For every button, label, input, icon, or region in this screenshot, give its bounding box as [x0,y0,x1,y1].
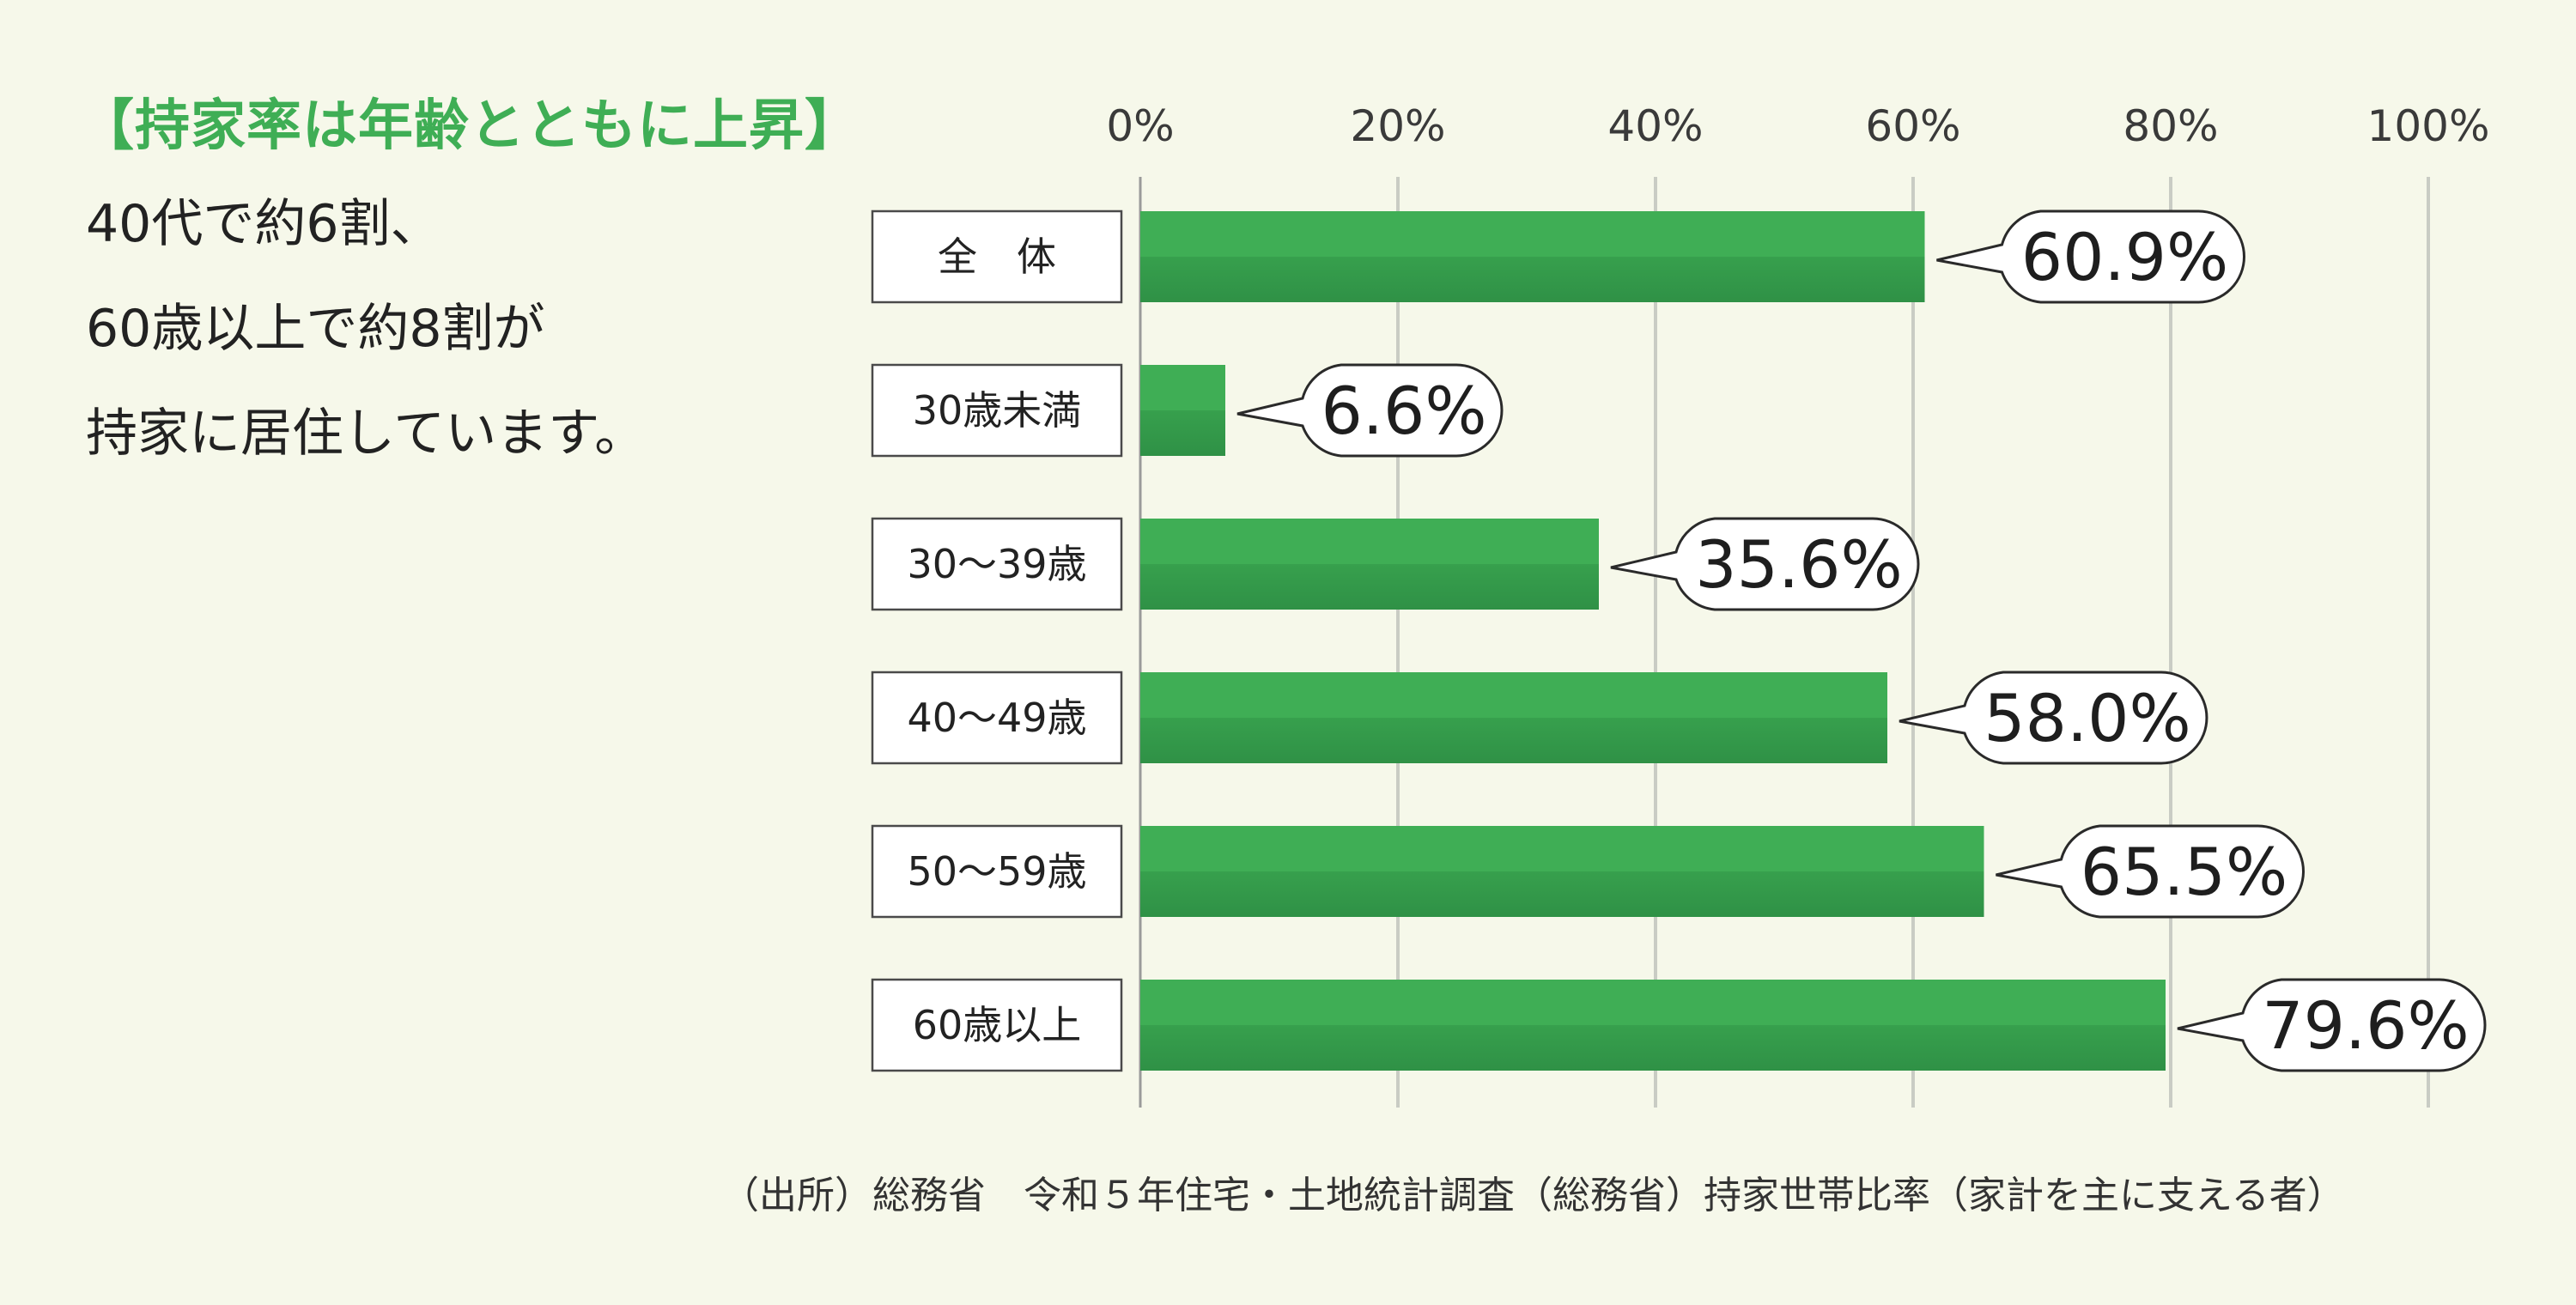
value-callout [2177,978,2487,1072]
bar-rows: 全 体 60.9% 30歳未満 6.6% 30～39歳 35.6% 40～49歳 58.0% 5… [871,209,2487,1072]
gridlines [1139,177,2430,1108]
category-label-box [871,671,1123,765]
value-callout [1610,517,1920,611]
category-label: 50～59歳 [907,848,1086,895]
value-callout [1936,209,2245,304]
category-label: 30歳未満 [913,387,1082,434]
chart-headline: 【持家率は年齢とともに上昇】 [79,94,860,158]
bar [1140,672,1887,763]
lead-line-3: 持家に居住しています。 [86,404,647,464]
category-label-box [871,517,1123,611]
tick-label-60: 60% [1865,101,1960,151]
value-label: 65.5% [2081,834,2287,910]
tick-label-80: 80% [2123,101,2218,151]
category-label: 全 体 [938,234,1056,280]
tick-label-20: 20% [1350,101,1445,151]
bar-row: 60歳以上 79.6% [871,978,2487,1072]
bar [1140,519,1599,610]
bar [1140,211,1925,302]
lead-line-1: 40代で約6割、 [86,194,442,254]
bar-chart: 0% 20% 40% 60% 80% 100% 全 体 60.9% 30歳未満 6.6% 30～3… [871,101,2489,1108]
category-label-box [871,978,1123,1072]
category-label: 60歳以上 [913,1002,1082,1048]
bar [1140,365,1225,456]
category-label-box [871,824,1123,919]
value-label: 79.6% [2262,987,2469,1064]
category-label-box [871,363,1123,458]
value-label: 58.0% [1984,680,2190,756]
category-label-box [871,209,1123,304]
tick-label-100: 100% [2367,101,2490,151]
value-callout [1236,363,1504,458]
tick-label-40: 40% [1607,101,1703,151]
category-label: 30～39歳 [907,541,1086,587]
bar-row: 40～49歳 58.0% [871,671,2208,765]
value-label: 60.9% [2021,219,2228,295]
value-label: 6.6% [1321,373,1486,449]
source-note: （出所）総務省 令和５年住宅・土地統計調査（総務省）持家世帯比率（家計を主に支え… [721,1174,2345,1217]
category-label: 40～49歳 [907,695,1086,741]
tick-label-0: 0% [1106,101,1174,151]
value-label: 35.6% [1695,526,1902,603]
value-callout [1899,671,2208,765]
bar [1140,980,2166,1071]
bar-row: 30歳未満 6.6% [871,363,1504,458]
bar [1140,826,1984,917]
bar-row: 全 体 60.9% [871,209,2245,304]
value-callout [1996,824,2305,919]
bar-row: 50～59歳 65.5% [871,824,2305,919]
tick-labels: 0% 20% 40% 60% 80% 100% [1106,101,2489,151]
bar-row: 30～39歳 35.6% [871,517,1920,611]
lead-line-2: 60歳以上で約8割が [86,299,545,359]
